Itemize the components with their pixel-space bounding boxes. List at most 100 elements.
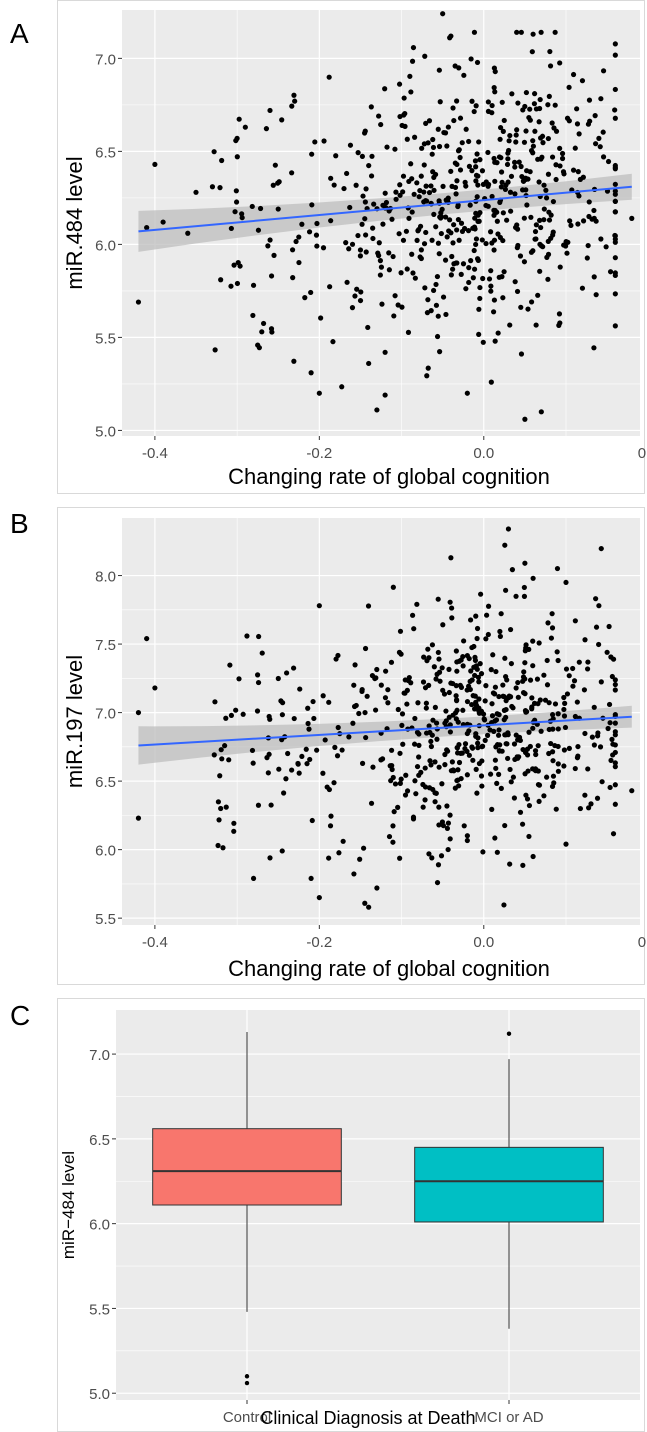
scatter-point (466, 163, 473, 169)
scatter-point (549, 749, 556, 755)
scatter-point (464, 748, 470, 754)
x-tick-label: -0.2 (306, 934, 332, 951)
panel-letter-c: C (10, 1000, 31, 1031)
scatter-point (366, 904, 372, 910)
scatter-point (410, 44, 417, 51)
scatter-point (453, 191, 459, 197)
scatter-point (512, 279, 518, 285)
scatter-point (504, 161, 511, 168)
scatter-point (464, 652, 470, 659)
regression-line (138, 185, 632, 233)
scatter-point (268, 802, 274, 808)
scatter-point (488, 268, 494, 274)
scatter-point (464, 698, 471, 705)
scatter-point (512, 159, 518, 165)
scatter-point (612, 729, 618, 735)
scatter-point (436, 67, 442, 73)
scatter-point (544, 774, 550, 780)
scatter-point (436, 669, 443, 675)
scatter-point (474, 194, 480, 200)
scatter-point (404, 788, 411, 794)
scatter-point (285, 750, 291, 757)
scatter-point (461, 638, 467, 644)
scatter-point (496, 771, 502, 777)
scatter-point (297, 686, 303, 692)
scatter-point (448, 768, 454, 774)
scatter-point (456, 658, 462, 664)
scatter-point (296, 770, 302, 776)
scatter-point (399, 722, 405, 728)
scatter-point (526, 833, 532, 840)
scatter-point (593, 596, 599, 602)
scatter-point (152, 685, 158, 691)
scatter-point (585, 659, 591, 665)
scatter-point (548, 635, 555, 641)
scatter-point (522, 691, 528, 697)
scatter-point (492, 684, 499, 690)
scatter-point (349, 305, 356, 311)
scatter-point (231, 262, 237, 268)
scatter-point (389, 766, 395, 773)
scatter-point (561, 713, 568, 719)
scatter-point (537, 697, 543, 703)
scatter-point (259, 650, 265, 656)
scatter-point (524, 709, 530, 715)
scatter-point (598, 545, 604, 552)
scatter-point (278, 698, 284, 704)
scatter-point (377, 272, 383, 278)
scatter-point (445, 846, 451, 853)
scatter-point (544, 657, 550, 664)
scatter-point (339, 384, 345, 390)
scatter-point (435, 596, 441, 602)
scatter-point (612, 687, 618, 693)
scatter-point (352, 293, 358, 299)
scatter-point (450, 105, 456, 111)
scatter-point (426, 723, 432, 729)
scatter-point (500, 210, 506, 216)
scatter-point (445, 124, 451, 130)
scatter-point (584, 255, 590, 261)
scatter-point (543, 187, 549, 193)
y-tick-label: 7.0 (95, 706, 116, 723)
scatter-point (489, 713, 496, 719)
scatter-point (505, 526, 512, 532)
x-tick-label: -0.4 (142, 445, 168, 462)
y-tick-label: 5.5 (95, 330, 116, 347)
scatter-point (511, 795, 517, 801)
scatter-point (475, 740, 481, 746)
scatter-point (379, 301, 385, 307)
scatter-point (404, 136, 410, 142)
y-tick-label: 6.5 (95, 144, 116, 161)
scatter-point (254, 708, 261, 714)
scatter-point (571, 678, 578, 684)
scatter-point (546, 700, 552, 706)
scatter-point (552, 29, 558, 35)
scatter-point (530, 725, 536, 731)
scatter-point (522, 648, 528, 654)
scatter-point (448, 33, 454, 39)
scatter-point (382, 86, 388, 92)
scatter-point (320, 770, 326, 776)
scatter-point (575, 743, 581, 750)
scatter-point (505, 179, 511, 185)
scatter-point (596, 135, 602, 141)
scatter-point (389, 762, 395, 769)
scatter-point (445, 195, 451, 201)
outlier-point (244, 1380, 250, 1386)
scatter-point (536, 179, 542, 185)
scatter-point (414, 763, 421, 770)
scatter-point (458, 775, 464, 782)
scatter-point (553, 806, 559, 812)
scatter-point (305, 720, 311, 727)
scatter-point (443, 718, 449, 724)
scatter-point (324, 784, 330, 790)
scatter-point (552, 102, 558, 108)
scatter-point (328, 813, 334, 819)
scatter-point (215, 799, 222, 805)
scatter-point (160, 219, 166, 225)
scatter-point (437, 678, 443, 684)
scatter-point (557, 163, 563, 169)
scatter-point (473, 731, 479, 737)
scatter-point (560, 169, 567, 175)
scatter-point (385, 700, 391, 706)
